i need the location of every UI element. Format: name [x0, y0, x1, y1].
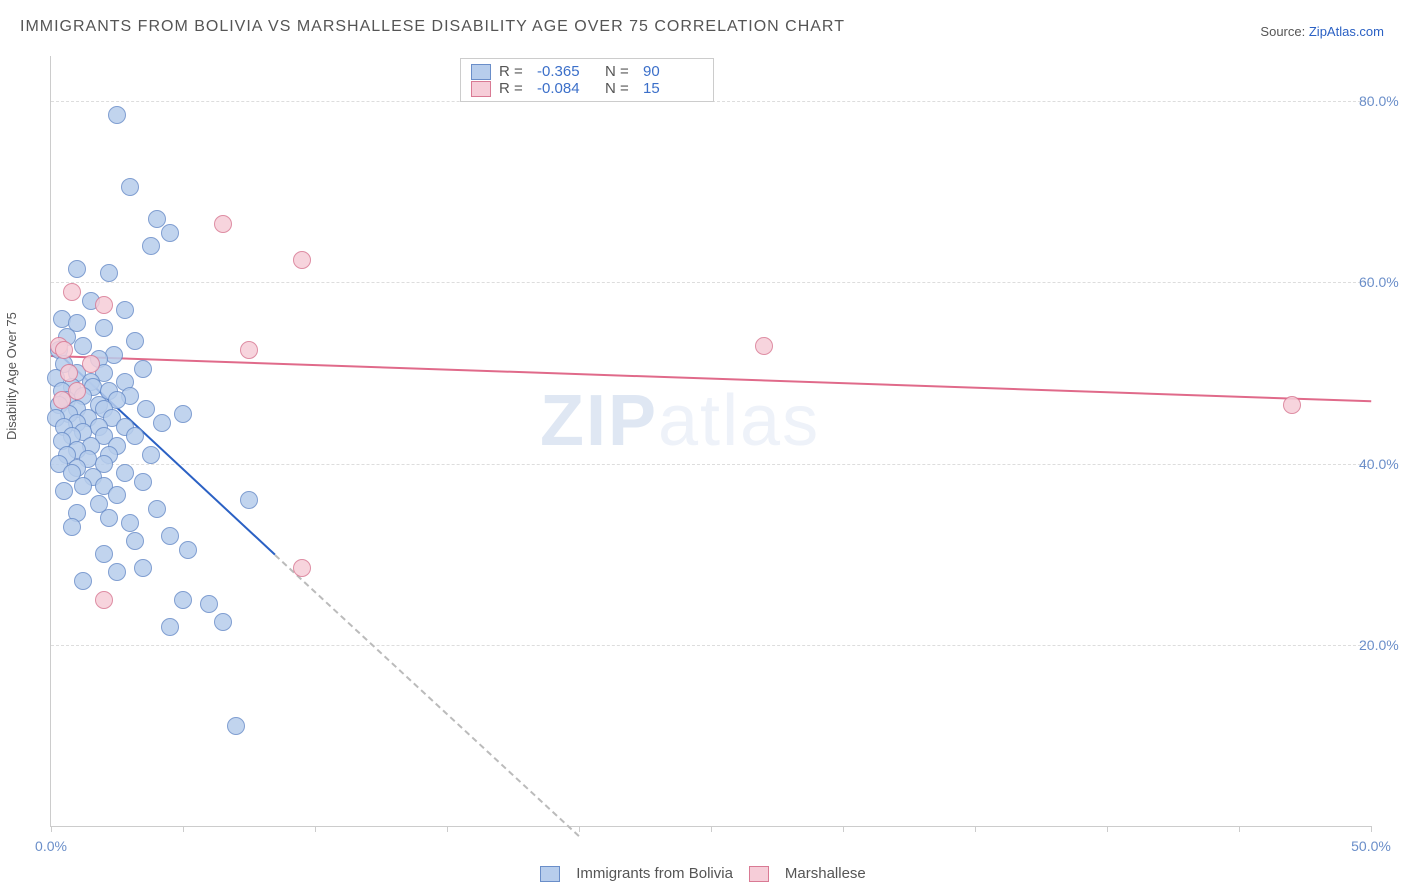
data-point [142, 237, 160, 255]
gridline [51, 464, 1371, 465]
legend-swatch [540, 866, 560, 882]
data-point [214, 215, 232, 233]
data-point [126, 332, 144, 350]
x-tick [1371, 826, 1372, 832]
data-point [74, 477, 92, 495]
x-tick-label: 50.0% [1351, 838, 1391, 854]
legend-swatch [471, 64, 491, 80]
data-point [142, 446, 160, 464]
data-point [68, 260, 86, 278]
data-point [116, 464, 134, 482]
data-point [108, 106, 126, 124]
legend-swatch [471, 81, 491, 97]
x-tick [447, 826, 448, 832]
legend-n-label: N = [605, 80, 635, 97]
data-point [161, 527, 179, 545]
data-point [126, 532, 144, 550]
data-point [755, 337, 773, 355]
x-tick [183, 826, 184, 832]
gridline [51, 645, 1371, 646]
data-point [53, 391, 71, 409]
y-axis-label: Disability Age Over 75 [4, 312, 19, 440]
data-point [240, 491, 258, 509]
legend-row: R = -0.084 N = 15 [471, 80, 703, 97]
data-point [68, 382, 86, 400]
data-point [200, 595, 218, 613]
chart-title: IMMIGRANTS FROM BOLIVIA VS MARSHALLESE D… [20, 18, 845, 36]
legend-n-value: 90 [643, 63, 703, 80]
y-tick-label: 20.0% [1359, 637, 1406, 653]
data-point [227, 717, 245, 735]
data-point [108, 486, 126, 504]
data-point [161, 224, 179, 242]
data-point [121, 514, 139, 532]
x-tick [51, 826, 52, 832]
y-tick-label: 60.0% [1359, 274, 1406, 290]
legend-row: R = -0.365 N = 90 [471, 63, 703, 80]
trend-line [275, 555, 580, 837]
data-point [174, 405, 192, 423]
x-tick [579, 826, 580, 832]
x-tick [975, 826, 976, 832]
data-point [63, 283, 81, 301]
data-point [95, 591, 113, 609]
source-link[interactable]: ZipAtlas.com [1309, 24, 1384, 39]
y-tick-label: 40.0% [1359, 456, 1406, 472]
data-point [108, 563, 126, 581]
legend-swatch [749, 866, 769, 882]
data-point [82, 355, 100, 373]
data-point [126, 427, 144, 445]
data-point [137, 400, 155, 418]
correlation-legend: R = -0.365 N = 90 R = -0.084 N = 15 [460, 58, 714, 102]
data-point [148, 500, 166, 518]
legend-r-label: R = [499, 63, 529, 80]
data-point [1283, 396, 1301, 414]
x-tick [843, 826, 844, 832]
data-point [55, 341, 73, 359]
x-tick [1107, 826, 1108, 832]
legend-r-label: R = [499, 80, 529, 97]
data-point [179, 541, 197, 559]
x-tick-label: 0.0% [35, 838, 67, 854]
gridline [51, 282, 1371, 283]
data-point [214, 613, 232, 631]
trend-line [51, 355, 1371, 402]
data-point [174, 591, 192, 609]
data-point [293, 251, 311, 269]
data-point [134, 360, 152, 378]
data-point [116, 301, 134, 319]
series-legend: Immigrants from Bolivia Marshallese [0, 864, 1406, 882]
data-point [105, 346, 123, 364]
data-point [134, 473, 152, 491]
data-point [95, 545, 113, 563]
data-point [63, 518, 81, 536]
x-tick [1239, 826, 1240, 832]
legend-r-value: -0.084 [537, 80, 597, 97]
data-point [240, 341, 258, 359]
data-point [55, 482, 73, 500]
y-tick-label: 80.0% [1359, 93, 1406, 109]
data-point [161, 618, 179, 636]
data-point [134, 559, 152, 577]
x-tick [315, 826, 316, 832]
data-point [153, 414, 171, 432]
data-point [121, 178, 139, 196]
source-attribution: Source: ZipAtlas.com [1260, 24, 1384, 39]
data-point [74, 572, 92, 590]
x-tick [711, 826, 712, 832]
data-point [100, 509, 118, 527]
legend-series-label: Marshallese [785, 865, 866, 882]
data-point [95, 319, 113, 337]
data-point [100, 264, 118, 282]
data-point [293, 559, 311, 577]
data-point [74, 337, 92, 355]
source-label: Source: [1260, 24, 1305, 39]
data-point [60, 364, 78, 382]
legend-r-value: -0.365 [537, 63, 597, 80]
scatter-plot-area: 20.0%40.0%60.0%80.0%0.0%50.0% [50, 56, 1371, 827]
data-point [95, 296, 113, 314]
legend-series-label: Immigrants from Bolivia [576, 865, 733, 882]
legend-n-label: N = [605, 63, 635, 80]
legend-n-value: 15 [643, 80, 703, 97]
